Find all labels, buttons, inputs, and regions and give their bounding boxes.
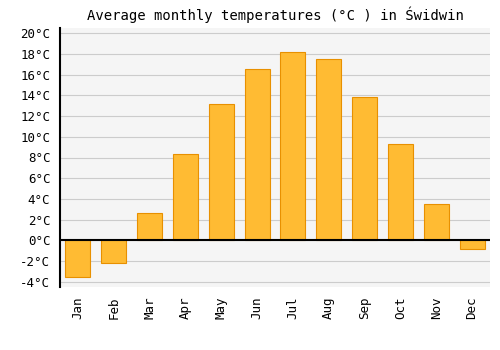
Bar (388, 144, 413, 240)
Bar (66, 240, 90, 276)
Bar (280, 52, 305, 240)
Bar (101, 240, 126, 263)
Bar (460, 240, 484, 248)
Bar (316, 59, 342, 240)
Title: Average monthly temperatures (°C ) in Świdwin: Average monthly temperatures (°C ) in Św… (86, 6, 464, 23)
Bar (352, 97, 377, 240)
Bar (173, 154, 198, 240)
Bar (424, 204, 449, 240)
Bar (137, 214, 162, 240)
Bar (244, 69, 270, 240)
Bar (208, 104, 234, 240)
